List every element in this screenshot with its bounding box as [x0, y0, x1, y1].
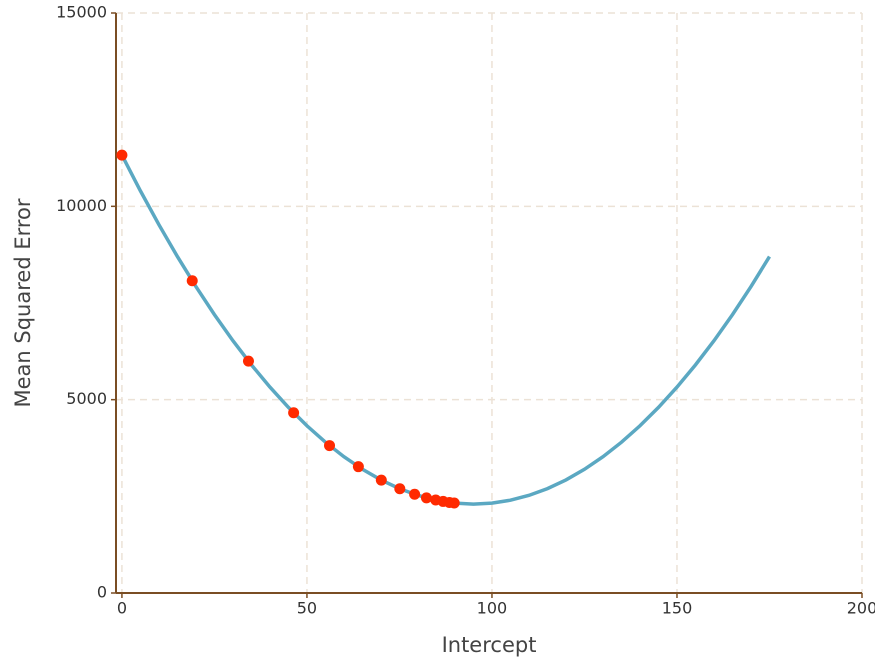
y-tick-label: 5000: [66, 389, 107, 408]
point: [448, 497, 460, 509]
x-tick-label: 100: [477, 599, 508, 618]
x-axis-label: Intercept: [442, 633, 537, 657]
point: [324, 440, 336, 452]
y-tick-label: 10000: [56, 196, 107, 215]
x-tick-label: 150: [662, 599, 693, 618]
point: [394, 483, 406, 495]
point: [352, 461, 364, 473]
point: [242, 355, 254, 367]
x-tick-label: 0: [117, 599, 127, 618]
x-tick-label: 50: [297, 599, 317, 618]
y-tick-label: 15000: [56, 3, 107, 22]
point: [288, 407, 300, 419]
curve: [120, 154, 771, 506]
y-axis-label: Mean Squared Error: [11, 198, 35, 407]
point: [375, 474, 387, 486]
point: [409, 488, 421, 500]
y-tick-label: 0: [97, 583, 107, 602]
point: [186, 275, 198, 287]
point: [420, 492, 432, 504]
point: [116, 149, 128, 161]
x-tick-label: 200: [847, 599, 875, 618]
